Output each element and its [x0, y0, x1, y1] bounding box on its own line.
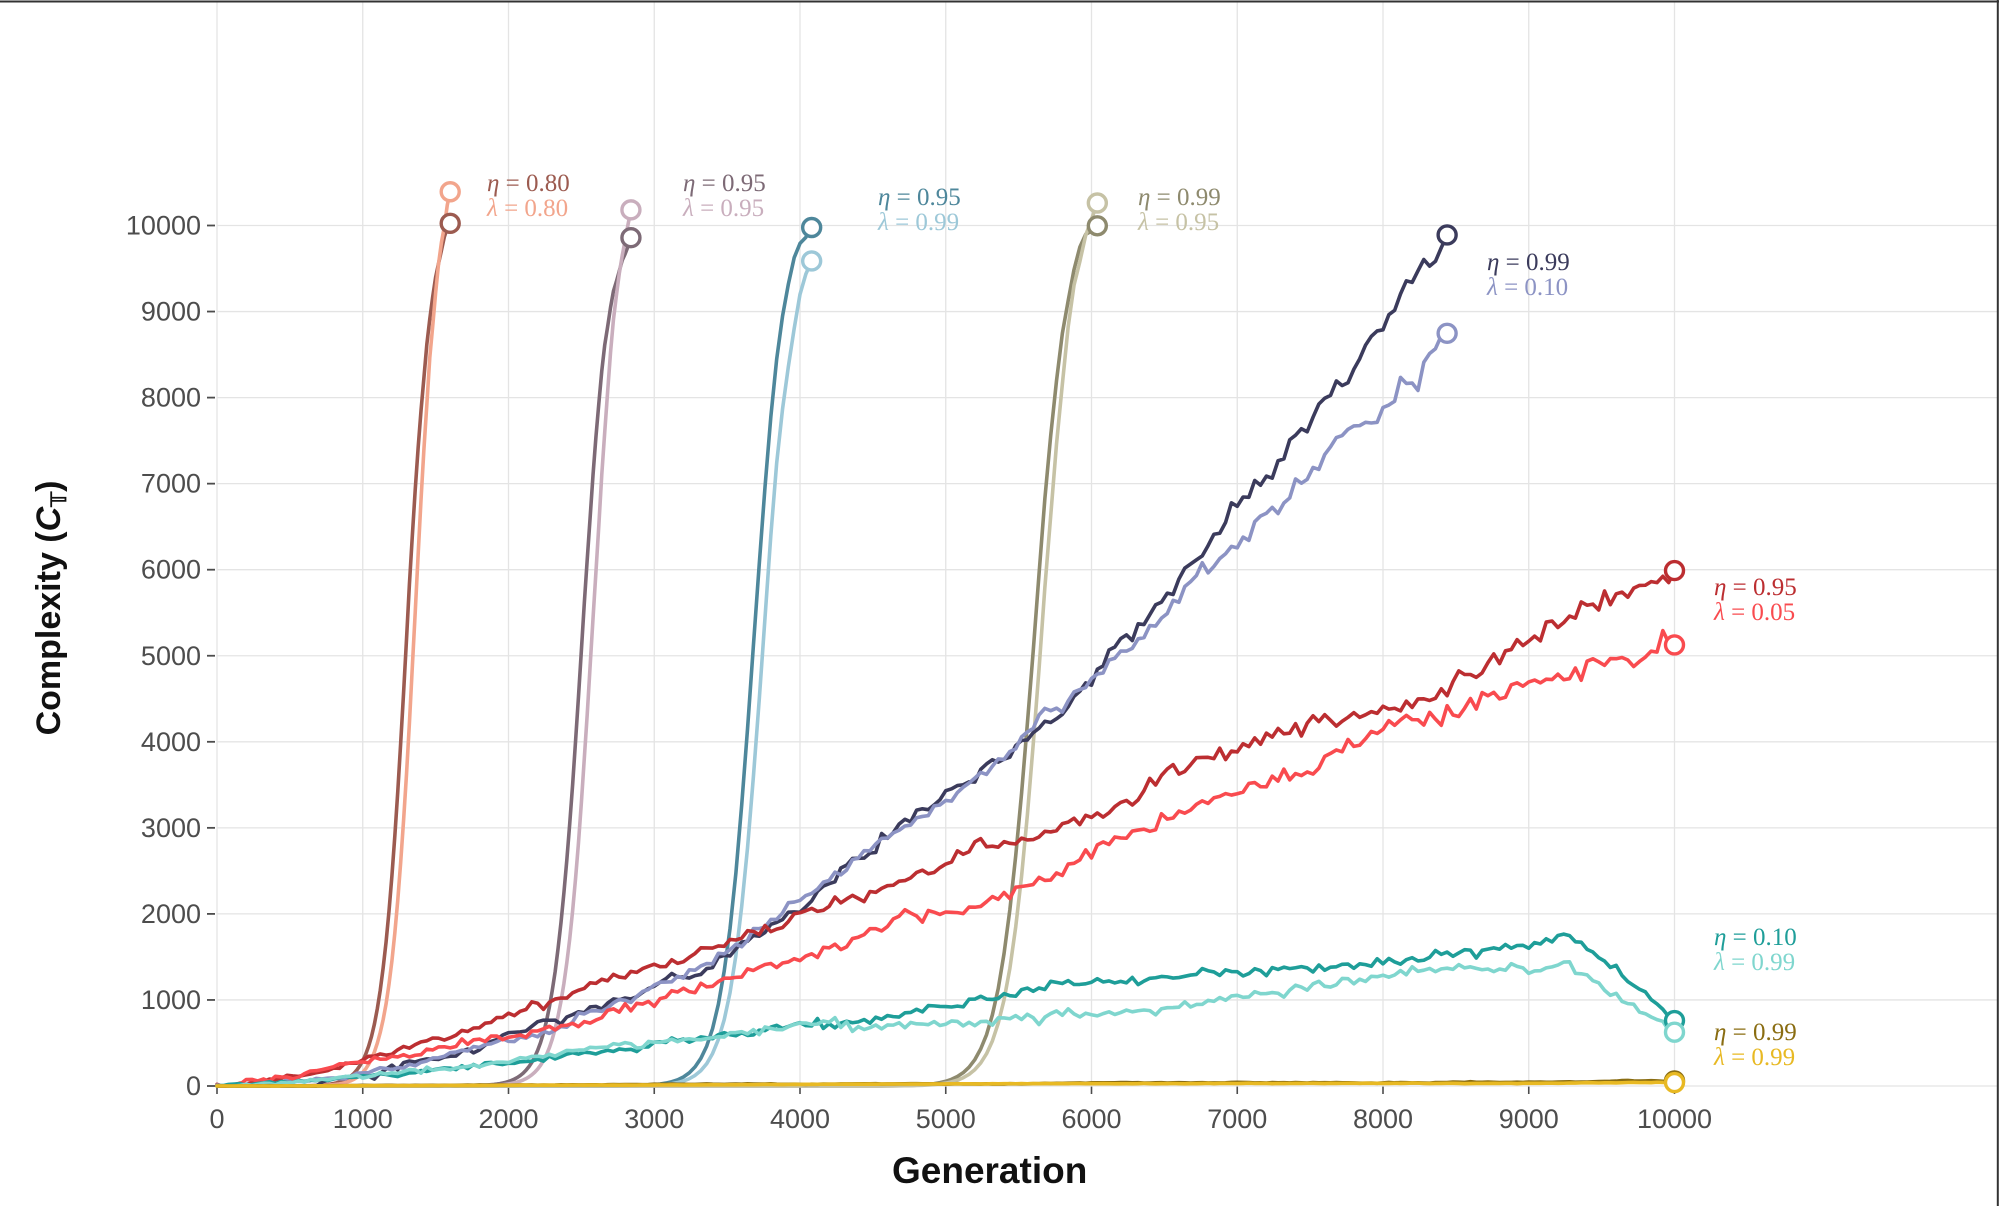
svg-text:3000: 3000 [141, 813, 201, 843]
svg-text:2000: 2000 [478, 1104, 538, 1134]
svg-text:10000: 10000 [1637, 1104, 1712, 1134]
svg-text:η = 0.10: η = 0.10 [1714, 924, 1797, 951]
svg-text:0: 0 [186, 1071, 201, 1101]
svg-text:5000: 5000 [141, 641, 201, 671]
svg-text:λ = 0.99: λ = 0.99 [1713, 1044, 1795, 1071]
svg-text:Complexity (C𝕋): Complexity (C𝕋) [30, 481, 71, 736]
svg-text:λ = 0.05: λ = 0.05 [1713, 599, 1795, 626]
svg-text:λ = 0.99: λ = 0.99 [1713, 949, 1795, 976]
svg-text:9000: 9000 [141, 297, 201, 327]
svg-text:η = 0.95: η = 0.95 [1714, 574, 1797, 601]
svg-text:1000: 1000 [141, 985, 201, 1015]
svg-text:η = 0.95: η = 0.95 [683, 170, 766, 197]
svg-text:0: 0 [209, 1104, 224, 1134]
svg-text:6000: 6000 [141, 555, 201, 585]
svg-text:2000: 2000 [141, 899, 201, 929]
svg-text:8000: 8000 [141, 383, 201, 413]
svg-text:1000: 1000 [333, 1104, 393, 1134]
svg-text:7000: 7000 [1207, 1104, 1267, 1134]
svg-text:η = 0.99: η = 0.99 [1138, 184, 1221, 211]
svg-text:7000: 7000 [141, 469, 201, 499]
svg-text:9000: 9000 [1499, 1104, 1559, 1134]
svg-text:η = 0.95: η = 0.95 [878, 184, 961, 211]
svg-text:λ = 0.10: λ = 0.10 [1486, 274, 1568, 301]
svg-text:λ = 0.95: λ = 0.95 [682, 195, 764, 222]
svg-text:10000: 10000 [126, 211, 201, 241]
svg-text:4000: 4000 [141, 727, 201, 757]
svg-text:5000: 5000 [916, 1104, 976, 1134]
svg-text:λ = 0.80: λ = 0.80 [486, 195, 568, 222]
svg-text:6000: 6000 [1061, 1104, 1121, 1134]
svg-text:3000: 3000 [624, 1104, 684, 1134]
svg-text:η = 0.99: η = 0.99 [1714, 1019, 1797, 1046]
svg-text:8000: 8000 [1353, 1104, 1413, 1134]
svg-text:λ = 0.95: λ = 0.95 [1137, 209, 1219, 236]
svg-text:η = 0.99: η = 0.99 [1487, 249, 1570, 276]
svg-text:η = 0.80: η = 0.80 [487, 170, 570, 197]
svg-text:Generation: Generation [892, 1150, 1087, 1191]
svg-text:λ = 0.99: λ = 0.99 [877, 209, 959, 236]
svg-text:4000: 4000 [770, 1104, 830, 1134]
